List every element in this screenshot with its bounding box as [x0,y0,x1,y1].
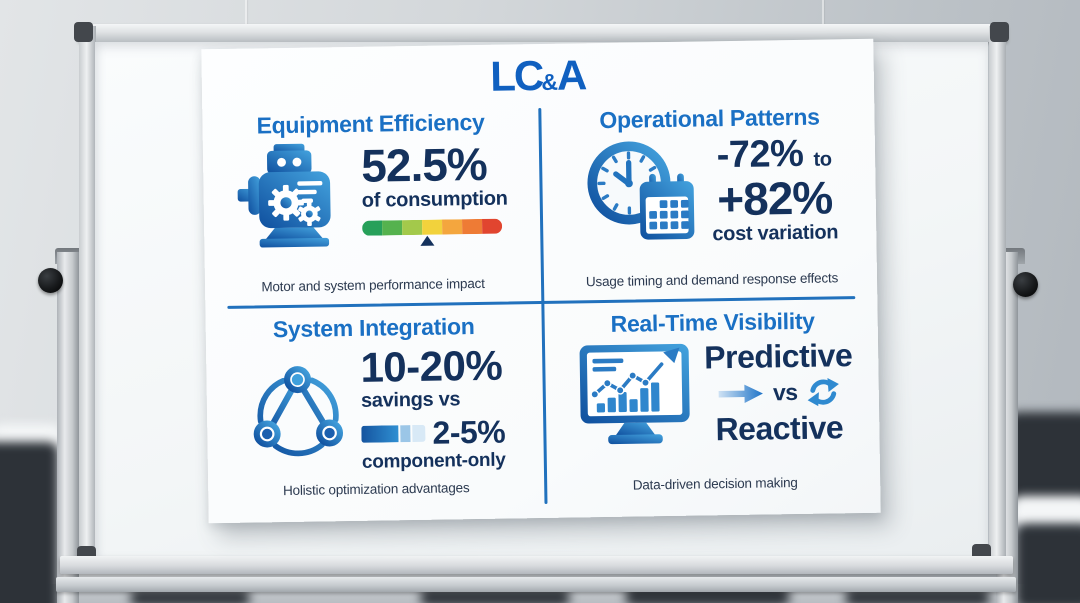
quadrant-title: System Integration [272,313,475,343]
stat-value: 10-20% [360,341,503,391]
chair-bottom [130,590,250,603]
stand-crossbar [56,577,1016,592]
gauge-marker [419,235,434,246]
quadrant-caption: Usage timing and demand response effects [585,270,839,290]
quadrant-caption: Holistic optimization advantages [282,480,470,499]
stat-compare-label: component-only [361,449,506,474]
marker-tray [60,556,1013,574]
logo-right: A [556,51,586,99]
stat-top: Predictive [703,337,853,376]
whiteboard-frame-top [78,24,1008,42]
quadrant-real-time-visibility: Real-Time Visibility [557,301,870,504]
whiteboard-frame-right [989,26,1006,560]
stand-knob-left [38,268,63,293]
chair-bottom [420,589,570,603]
stat-range-to: +82% [716,171,833,226]
vs-label: vs [772,379,798,406]
quadrant-title: Equipment Efficiency [256,108,485,139]
quadrant-title: Operational Patterns [599,103,820,134]
frame-corner-cap [990,22,1009,42]
stat-label: savings vs [360,388,461,412]
quadrant-caption: Motor and system performance impact [261,275,485,295]
logo-lca: LC&A [201,47,874,106]
monitor-chart-icon [579,343,690,444]
quadrant-system-integration: System Integration [217,306,532,509]
equipment-stat-block: 52.5% of consumption [360,137,508,249]
wall-seam [245,0,247,27]
chair-right [1008,412,1080,504]
whiteboard-frame-left [79,26,96,560]
comparison-bar [361,425,426,444]
stat-value: 52.5% [360,137,488,192]
stand-knob-right [1013,272,1038,297]
vertical-divider [538,107,548,504]
wall-seam [822,0,824,27]
quadrant-title: Real-Time Visibility [610,307,815,337]
motor-icon [237,143,331,248]
chair-right-2 [1016,524,1080,603]
stat-bottom: Reactive [715,409,844,448]
logo-left: LC [489,51,543,100]
clock-calendar-icon [587,141,695,240]
quadrant-equipment-efficiency: Equipment Efficiency [214,102,529,305]
table-right [1012,496,1080,526]
visibility-stat-block: Predictive vs [703,337,854,448]
stat-join: to [813,148,832,171]
arrow-right-icon [718,384,764,403]
quadrant-caption: Data-driven decision making [632,474,798,493]
infographic-poster: LC&A Equipment Efficiency [201,38,881,524]
frame-corner-cap [74,22,93,42]
chair-left [0,442,58,603]
stand-post-left [57,252,79,603]
refresh-cycle-icon [807,378,839,407]
quadrant-operational-patterns: Operational Patterns [554,97,867,300]
stat-label: of consumption [361,187,508,212]
network-icon [253,366,344,457]
integration-stat-block: 10-20% savings vs 2-5% component-only [360,341,506,474]
risk-gauge [362,218,503,236]
operational-stat-block: -72% to +82% cost variation [711,132,839,246]
stat-value: -72% [716,132,804,177]
logo-ampersand: & [541,68,559,95]
chair-bottom [845,589,990,603]
stat-label: cost variation [712,221,839,246]
stat-range-from: -72% to [711,132,837,177]
stat-compare-value: 2-5% [432,413,506,451]
